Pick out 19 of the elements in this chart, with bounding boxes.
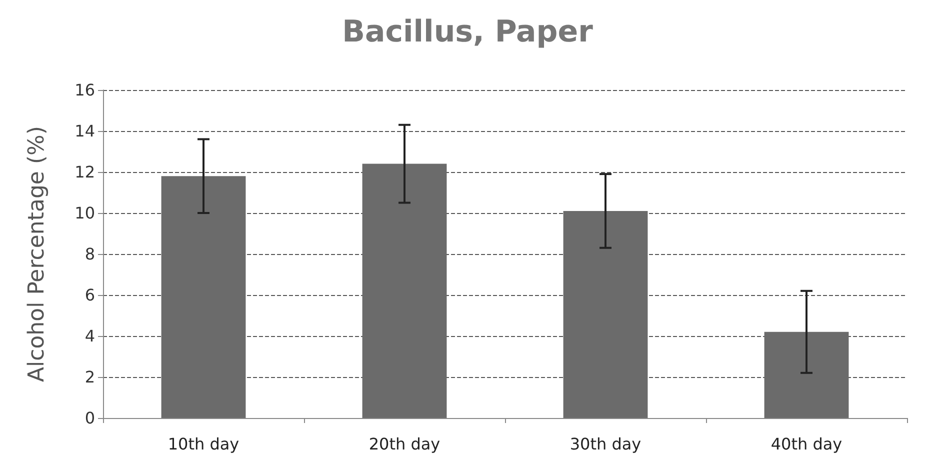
y-tick-label: 16 [74,80,95,100]
y-tick-label: 2 [84,368,95,386]
x-tick-label: 30th day [570,434,642,454]
x-tick-label: 20th day [368,434,440,454]
chart-title: Bacillus, Paper [342,14,594,50]
y-tick-label: 8 [84,244,95,264]
bar [764,332,849,418]
bar [161,176,246,418]
y-tick-label: 10 [74,204,95,222]
x-tick-label: 40th day [770,434,842,454]
y-tick-label: 0 [84,408,95,428]
y-tick-label: 6 [84,286,95,304]
bar [362,164,447,418]
y-tick-label: 12 [74,162,95,182]
y-tick-label: 4 [84,326,95,346]
y-tick-label: 14 [74,122,95,140]
x-tick-label: 10th day [168,434,240,454]
bar [563,210,648,418]
y-axis-title: Alcohol Percentage (%) [24,126,50,382]
